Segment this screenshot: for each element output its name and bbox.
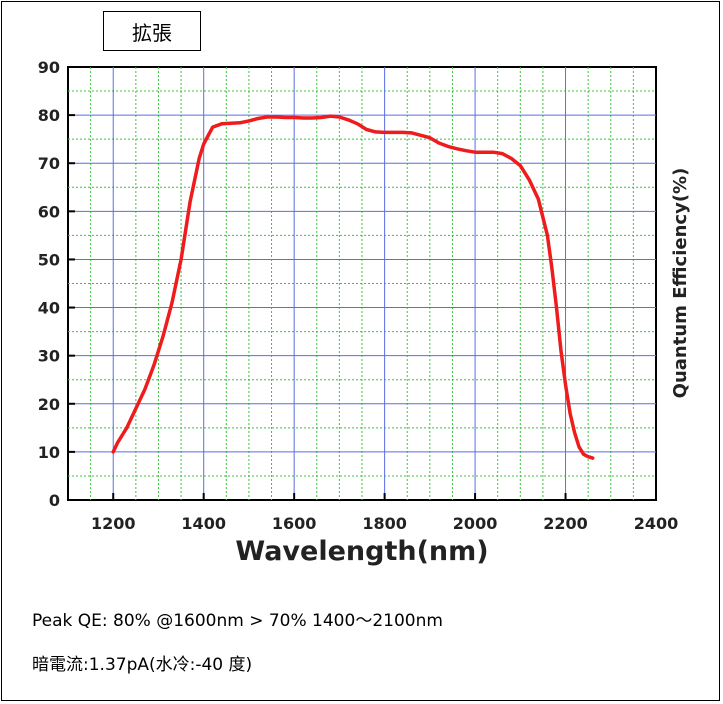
y-tick-label: 90	[38, 58, 60, 77]
y-tick-label: 50	[38, 250, 60, 269]
dark-current-text: 暗電流:1.37pA(水冷:-40 度)	[32, 655, 253, 675]
x-tick-label: 2000	[453, 514, 498, 533]
x-tick-label: 2200	[543, 514, 588, 533]
x-tick-label: 1600	[272, 514, 317, 533]
y-tick-label: 60	[38, 202, 60, 221]
y-tick-label: 40	[38, 299, 60, 318]
minor-grid	[68, 67, 656, 500]
x-tick-label: 1400	[181, 514, 226, 533]
y-tick-label: 30	[38, 347, 60, 366]
x-tick-label: 1800	[362, 514, 407, 533]
x-tick-labels: 1200 1400 1600 1800 2000 2200 2400	[91, 514, 678, 533]
series-group	[111, 114, 595, 460]
y-tick-label: 0	[49, 491, 60, 510]
y-tick-label: 80	[38, 106, 60, 125]
expansion-tab-label: 拡張	[103, 11, 201, 51]
y-tick-label: 20	[38, 395, 60, 414]
peak-qe-text: Peak QE: 80% @1600nm > 70% 1400〜2100nm	[32, 611, 443, 631]
x-tick-label: 2400	[634, 514, 679, 533]
y-axis-label: Quantum Efficiency(%)	[670, 168, 691, 399]
qe-chart: 1200 1400 1600 1800 2000 2200 2400 0 10 20 30 40 50…	[38, 58, 691, 567]
axis-ticks	[68, 66, 657, 501]
x-axis-label: Wavelength(nm)	[235, 536, 488, 567]
y-tick-label: 70	[38, 154, 60, 173]
x-tick-label: 1200	[91, 514, 136, 533]
y-tick-labels: 0 10 20 30 40 50 60 70 80 90	[38, 58, 60, 510]
major-grid	[68, 67, 656, 500]
y-tick-label: 10	[38, 443, 60, 462]
qe-series-line	[111, 114, 595, 460]
